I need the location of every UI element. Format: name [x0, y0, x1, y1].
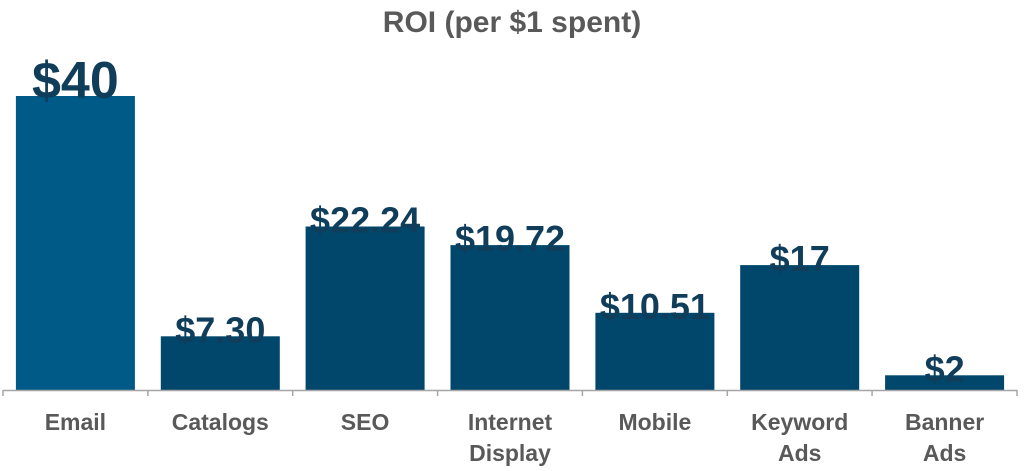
x-tick-label-5: Keyword Ads — [751, 409, 848, 466]
bar-1 — [160, 336, 280, 390]
data-label-4: $10.51 — [600, 286, 710, 327]
bars-group — [15, 96, 1005, 390]
bar-2 — [305, 226, 425, 390]
bar-3 — [450, 245, 570, 390]
x-tick-label-6: Banner Ads — [905, 409, 984, 466]
data-label-3: $19.72 — [455, 218, 565, 259]
x-axis — [2, 389, 1018, 396]
data-label-1: $7.30 — [175, 309, 265, 350]
data-label-2: $22.24 — [310, 200, 420, 241]
bar-6 — [885, 375, 1005, 390]
x-tick-label-0: Email — [45, 409, 106, 435]
data-label-0: $40 — [32, 52, 119, 110]
chart-title: ROI (per $1 spent) — [383, 6, 641, 39]
data-label-5: $17 — [770, 238, 830, 279]
bar-0 — [15, 96, 135, 390]
x-tick-labels-group: Email Catalogs SEO Internet Display Mobile Key… — [45, 409, 985, 466]
x-tick-label-4: Mobile — [618, 409, 691, 435]
x-tick-label-1: Catalogs — [172, 409, 269, 435]
data-labels-group: $40 $7.30 $22.24 $19.72 $10.51 $17 $2 — [32, 52, 965, 389]
x-tick-label-2: SEO — [341, 409, 390, 435]
data-label-6: $2 — [925, 348, 965, 389]
bar-5 — [740, 265, 860, 390]
x-tick-label-3: Internet Display — [468, 409, 553, 466]
bar-4 — [595, 312, 715, 390]
